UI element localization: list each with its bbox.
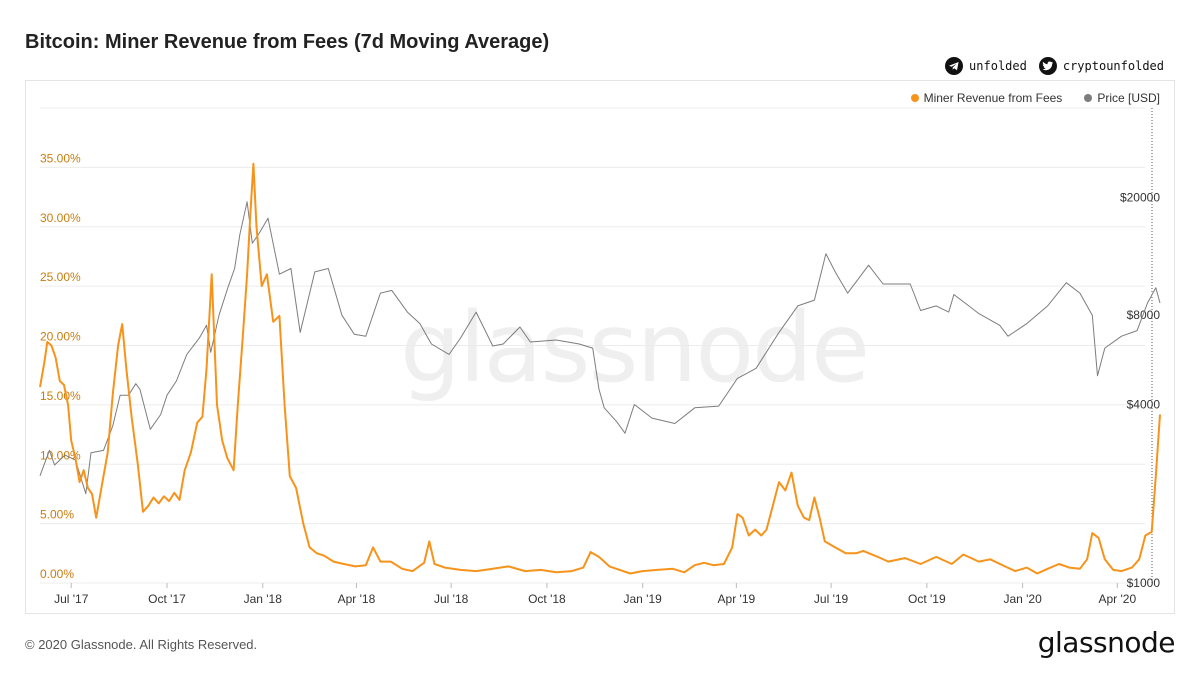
- x-tick-label: Oct '17: [148, 592, 186, 606]
- x-tick-label: Apr '19: [718, 592, 756, 606]
- x-tick-label: Apr '18: [338, 592, 376, 606]
- watermark: glassnode: [400, 292, 870, 404]
- legend-label-price: Price [USD]: [1097, 91, 1160, 105]
- x-tick-label: Apr '20: [1098, 592, 1136, 606]
- price-series-line: [39, 201, 1161, 495]
- fees-series-line: [39, 162, 1161, 575]
- legend-dot-fees: [910, 94, 919, 102]
- x-tick-label: Jan '20: [1003, 592, 1042, 606]
- social-links: unfolded cryptounfolded: [945, 57, 1170, 75]
- left-tick-label: 5.00%: [40, 508, 74, 522]
- left-axis: 0.00%5.00%10.00%15.00%20.00%25.00%30.00%…: [40, 151, 81, 581]
- left-tick-label: 30.00%: [40, 211, 81, 225]
- left-tick-label: 25.00%: [40, 270, 81, 284]
- right-tick-label: $4000: [1127, 397, 1161, 411]
- legend-item-fees[interactable]: Miner Revenue from Fees: [910, 91, 1063, 105]
- legend-label-fees: Miner Revenue from Fees: [923, 91, 1063, 105]
- right-tick-label: $20000: [1120, 190, 1160, 204]
- legend-dot-price: [1084, 94, 1093, 102]
- grid-lines: [40, 107, 1153, 584]
- right-tick-label: $8000: [1127, 308, 1161, 322]
- legend-item-price[interactable]: Price [USD]: [1084, 91, 1160, 105]
- twitter-icon[interactable]: [1038, 57, 1057, 75]
- x-tick-label: Jul '19: [814, 592, 849, 606]
- twitter-handle[interactable]: cryptounfolded: [1062, 59, 1164, 73]
- x-tick-label: Jul '17: [54, 592, 89, 606]
- left-tick-label: 15.00%: [40, 389, 81, 403]
- x-axis: Jul '17 Oct '17 Jan '18 Apr '18 Jul '18 Oct '…: [54, 583, 1136, 606]
- left-tick-label: 20.00%: [40, 330, 81, 344]
- series-lines: [39, 162, 1161, 575]
- chart-frame: [25, 80, 1175, 614]
- brand-logo: glassnode: [1037, 626, 1176, 659]
- left-tick-label: 35.00%: [40, 151, 81, 165]
- x-tick-label: Jul '18: [434, 592, 469, 606]
- x-tick-label: Oct '19: [908, 592, 946, 606]
- telegram-handle[interactable]: unfolded: [969, 59, 1027, 73]
- chart-title: Bitcoin: Miner Revenue from Fees (7d Mov…: [25, 31, 550, 53]
- telegram-icon[interactable]: [945, 57, 964, 75]
- x-tick-label: Oct '18: [528, 592, 566, 606]
- x-tick-label: Jan '19: [624, 592, 663, 606]
- copyright: © 2020 Glassnode. All Rights Reserved.: [25, 637, 258, 652]
- x-tick-label: Jan '18: [244, 592, 283, 606]
- right-tick-label: $1000: [1127, 576, 1161, 590]
- right-axis: $1000 $4000 $8000 $20000: [1120, 190, 1160, 590]
- legend: Miner Revenue from Fees Price [USD]: [910, 91, 1160, 105]
- left-tick-label: 0.00%: [40, 567, 74, 581]
